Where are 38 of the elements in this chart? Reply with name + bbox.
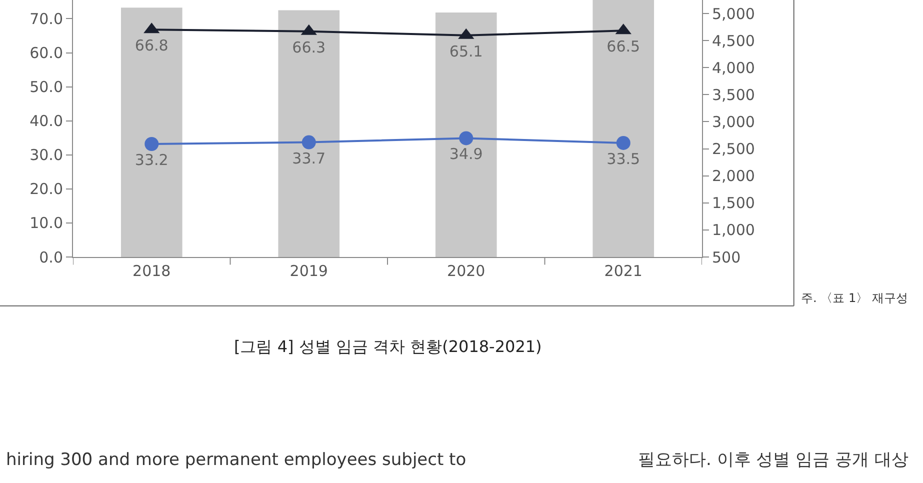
y2-tick-label: 500 bbox=[712, 248, 741, 266]
y2-tick-label: 3,000 bbox=[712, 112, 755, 131]
y2-tick-label: 2,500 bbox=[712, 140, 755, 158]
y-tick-label: 70.0 bbox=[30, 10, 63, 28]
data-label: 66.8 bbox=[134, 36, 168, 55]
text: [그림 4] 성별 임금 격차 현황(2018-2021) bbox=[234, 337, 542, 356]
data-label: 66.5 bbox=[606, 38, 640, 56]
y-tick-label: 10.0 bbox=[30, 214, 63, 232]
data-label: 65.1 bbox=[449, 42, 483, 60]
x-tick-label: 2018 bbox=[132, 262, 171, 280]
text: hiring 300 and more permanent employees subject to bbox=[6, 450, 466, 470]
text: 주. 〈표 1〉 재구성 bbox=[801, 291, 908, 305]
x-tick-label: 2020 bbox=[447, 262, 486, 280]
data-label: 33.2 bbox=[134, 150, 168, 169]
y-tick-label: 20.0 bbox=[30, 180, 63, 198]
point bbox=[302, 135, 316, 150]
y2-tick-label: 1,500 bbox=[712, 194, 755, 212]
x-tick-label: 2021 bbox=[604, 262, 642, 280]
y-tick-label: 30.0 bbox=[30, 146, 63, 164]
y2-tick-label: 2,000 bbox=[712, 167, 755, 186]
point bbox=[616, 136, 630, 150]
text: 필요하다. 이후 성별 임금 공개 대상 bbox=[638, 450, 908, 470]
data-label: 33.7 bbox=[292, 149, 326, 168]
y2-tick-label: 4,500 bbox=[712, 32, 755, 50]
y2-tick-label: 1,000 bbox=[712, 221, 755, 240]
y2-tick-label: 5,000 bbox=[712, 4, 755, 23]
y-tick-label: 0.0 bbox=[39, 248, 63, 266]
point bbox=[459, 131, 474, 146]
y-tick-label: 50.0 bbox=[30, 78, 63, 96]
y-tick-label: 40.0 bbox=[30, 112, 63, 130]
point bbox=[144, 136, 159, 151]
data-label: 34.9 bbox=[449, 145, 483, 164]
y2-tick-label: 4,000 bbox=[712, 58, 755, 77]
data-label: 33.5 bbox=[606, 150, 640, 168]
y-tick-label: 60.0 bbox=[30, 44, 63, 62]
data-label: 66.3 bbox=[292, 38, 326, 56]
y2-tick-label: 3,500 bbox=[712, 86, 755, 104]
x-tick-label: 2019 bbox=[290, 262, 328, 280]
